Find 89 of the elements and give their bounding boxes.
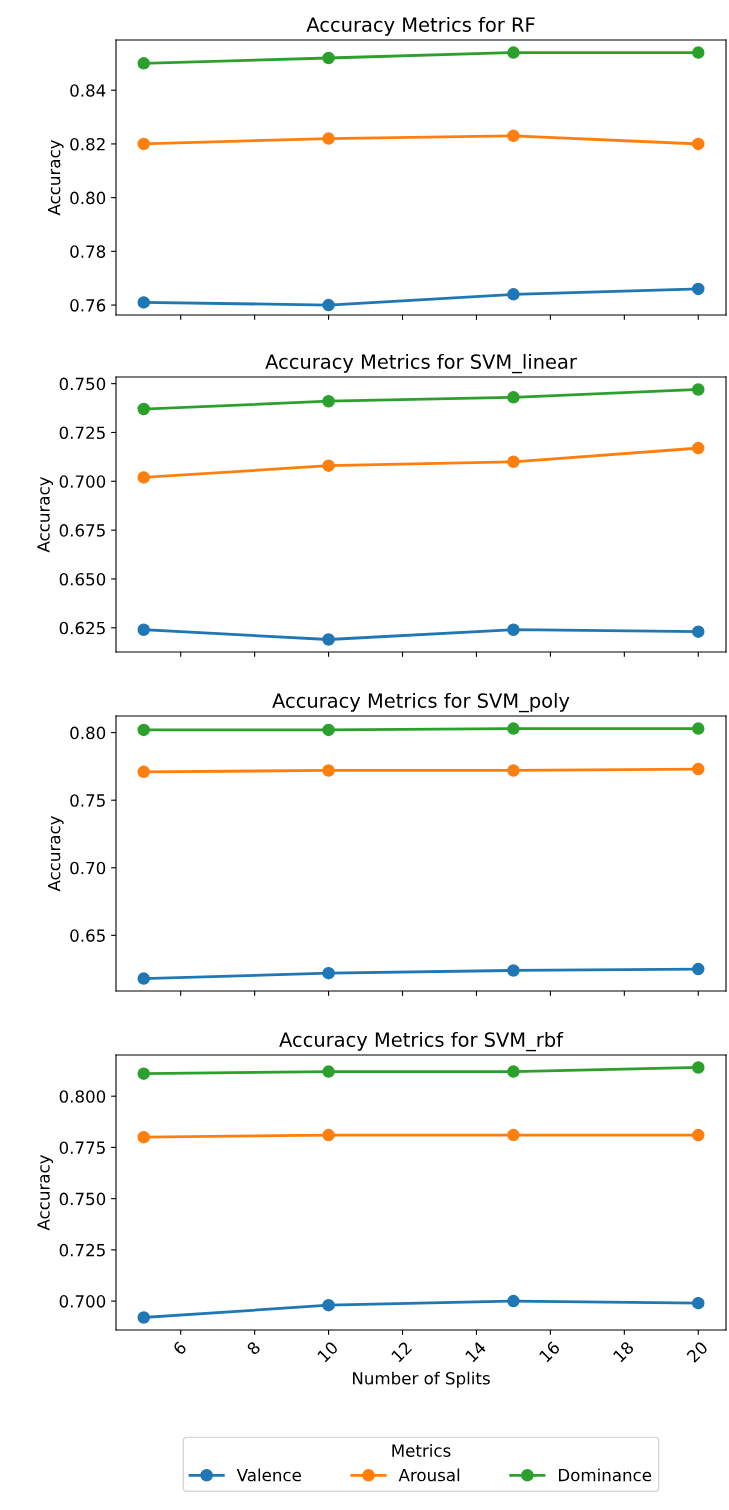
y-axis-title: Accuracy bbox=[48, 815, 64, 892]
point bbox=[137, 57, 150, 70]
chart-title: Accuracy Metrics for SVM_poly bbox=[272, 692, 570, 713]
point bbox=[322, 394, 335, 408]
chart-title: Accuracy Metrics for SVM_linear bbox=[265, 353, 577, 374]
point bbox=[137, 765, 150, 779]
x-axis-title: Number of Splits bbox=[353, 1371, 490, 1388]
y-tick-label: 0.750 bbox=[59, 377, 106, 391]
point bbox=[137, 402, 150, 416]
y-axis-title: Accuracy bbox=[48, 139, 64, 216]
point bbox=[322, 132, 335, 145]
y-tick-label: 0.700 bbox=[59, 1295, 106, 1308]
point bbox=[137, 137, 150, 151]
legend-label: Arousal bbox=[398, 1468, 460, 1482]
point bbox=[322, 723, 335, 737]
point bbox=[137, 296, 150, 309]
chart-title: Accuracy Metrics for SVM_rbf bbox=[279, 1031, 564, 1052]
point bbox=[507, 129, 520, 143]
point bbox=[137, 1130, 150, 1144]
point bbox=[507, 764, 520, 777]
point bbox=[507, 1294, 520, 1308]
y-tick-label: 0.70 bbox=[70, 861, 106, 875]
y-tick-label: 0.800 bbox=[59, 1090, 106, 1103]
point bbox=[692, 1296, 705, 1310]
point bbox=[692, 722, 705, 735]
y-tick-label: 0.80 bbox=[70, 726, 106, 740]
y-tick-label: 0.750 bbox=[59, 1192, 106, 1206]
point bbox=[322, 51, 335, 65]
point bbox=[507, 455, 520, 469]
point bbox=[692, 383, 705, 396]
point bbox=[322, 298, 335, 312]
y-tick-label: 0.725 bbox=[59, 1243, 105, 1257]
legend-label: Valence bbox=[236, 1468, 301, 1482]
point bbox=[322, 764, 335, 777]
point bbox=[692, 137, 705, 151]
point bbox=[692, 1061, 705, 1074]
point bbox=[137, 471, 150, 484]
x-tick-label: 12 bbox=[390, 1341, 413, 1363]
y-tick-label: 0.65 bbox=[70, 929, 105, 942]
y-tick-label: 0.625 bbox=[59, 621, 105, 635]
y-tick-label: 0.700 bbox=[59, 475, 106, 488]
x-tick-label: 10 bbox=[316, 1340, 339, 1363]
point bbox=[137, 1067, 150, 1080]
point bbox=[507, 288, 520, 301]
x-tick-label: 16 bbox=[538, 1340, 561, 1363]
point bbox=[322, 633, 335, 646]
point bbox=[692, 1128, 705, 1142]
point bbox=[692, 962, 705, 976]
point bbox=[507, 964, 520, 977]
point bbox=[692, 762, 705, 776]
point bbox=[322, 1128, 335, 1142]
y-tick-label: 0.650 bbox=[59, 572, 106, 586]
y-tick-label: 0.675 bbox=[59, 524, 105, 537]
x-tick-label: 6 bbox=[172, 1340, 188, 1356]
y-tick-label: 0.76 bbox=[70, 299, 106, 312]
x-tick-label: 8 bbox=[246, 1340, 261, 1356]
y-tick-label: 0.78 bbox=[70, 245, 106, 258]
y-axis-title: Accuracy bbox=[37, 476, 54, 553]
y-axis-title: Accuracy bbox=[37, 1154, 54, 1231]
point bbox=[137, 972, 150, 985]
point bbox=[322, 459, 335, 472]
point bbox=[692, 625, 705, 638]
point bbox=[507, 722, 520, 735]
point bbox=[692, 46, 705, 59]
y-tick-label: 0.75 bbox=[70, 794, 105, 807]
chart-title: Accuracy Metrics for RF bbox=[306, 16, 535, 36]
x-tick-label: 20 bbox=[686, 1340, 709, 1363]
point bbox=[137, 1311, 150, 1324]
point bbox=[507, 1128, 520, 1142]
x-tick-label: 14 bbox=[464, 1340, 487, 1363]
point bbox=[507, 391, 520, 404]
legend-title: Metrics bbox=[392, 1444, 451, 1457]
point bbox=[322, 1298, 335, 1312]
y-tick-label: 0.80 bbox=[70, 191, 106, 205]
y-tick-label: 0.725 bbox=[59, 426, 105, 440]
point bbox=[137, 623, 150, 636]
x-tick-label: 18 bbox=[612, 1340, 635, 1363]
point bbox=[692, 282, 705, 296]
point bbox=[507, 623, 520, 636]
y-tick-label: 0.84 bbox=[70, 84, 106, 97]
point bbox=[507, 46, 520, 59]
point bbox=[137, 723, 150, 737]
legend-label: Dominance bbox=[558, 1468, 652, 1482]
y-tick-label: 0.775 bbox=[59, 1141, 105, 1154]
y-tick-label: 0.82 bbox=[70, 137, 105, 151]
point bbox=[692, 441, 705, 455]
point bbox=[507, 1065, 520, 1078]
point bbox=[322, 966, 335, 980]
point bbox=[322, 1065, 335, 1078]
